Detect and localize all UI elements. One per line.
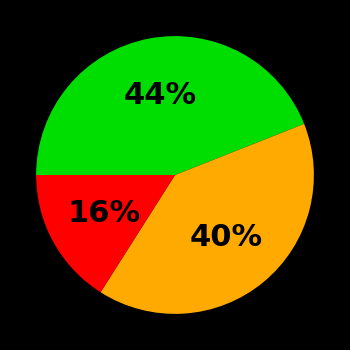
Text: 40%: 40%	[190, 223, 263, 252]
Text: 44%: 44%	[123, 81, 196, 110]
Wedge shape	[100, 124, 314, 314]
Wedge shape	[36, 36, 304, 175]
Text: 16%: 16%	[68, 199, 141, 228]
Wedge shape	[36, 175, 175, 292]
